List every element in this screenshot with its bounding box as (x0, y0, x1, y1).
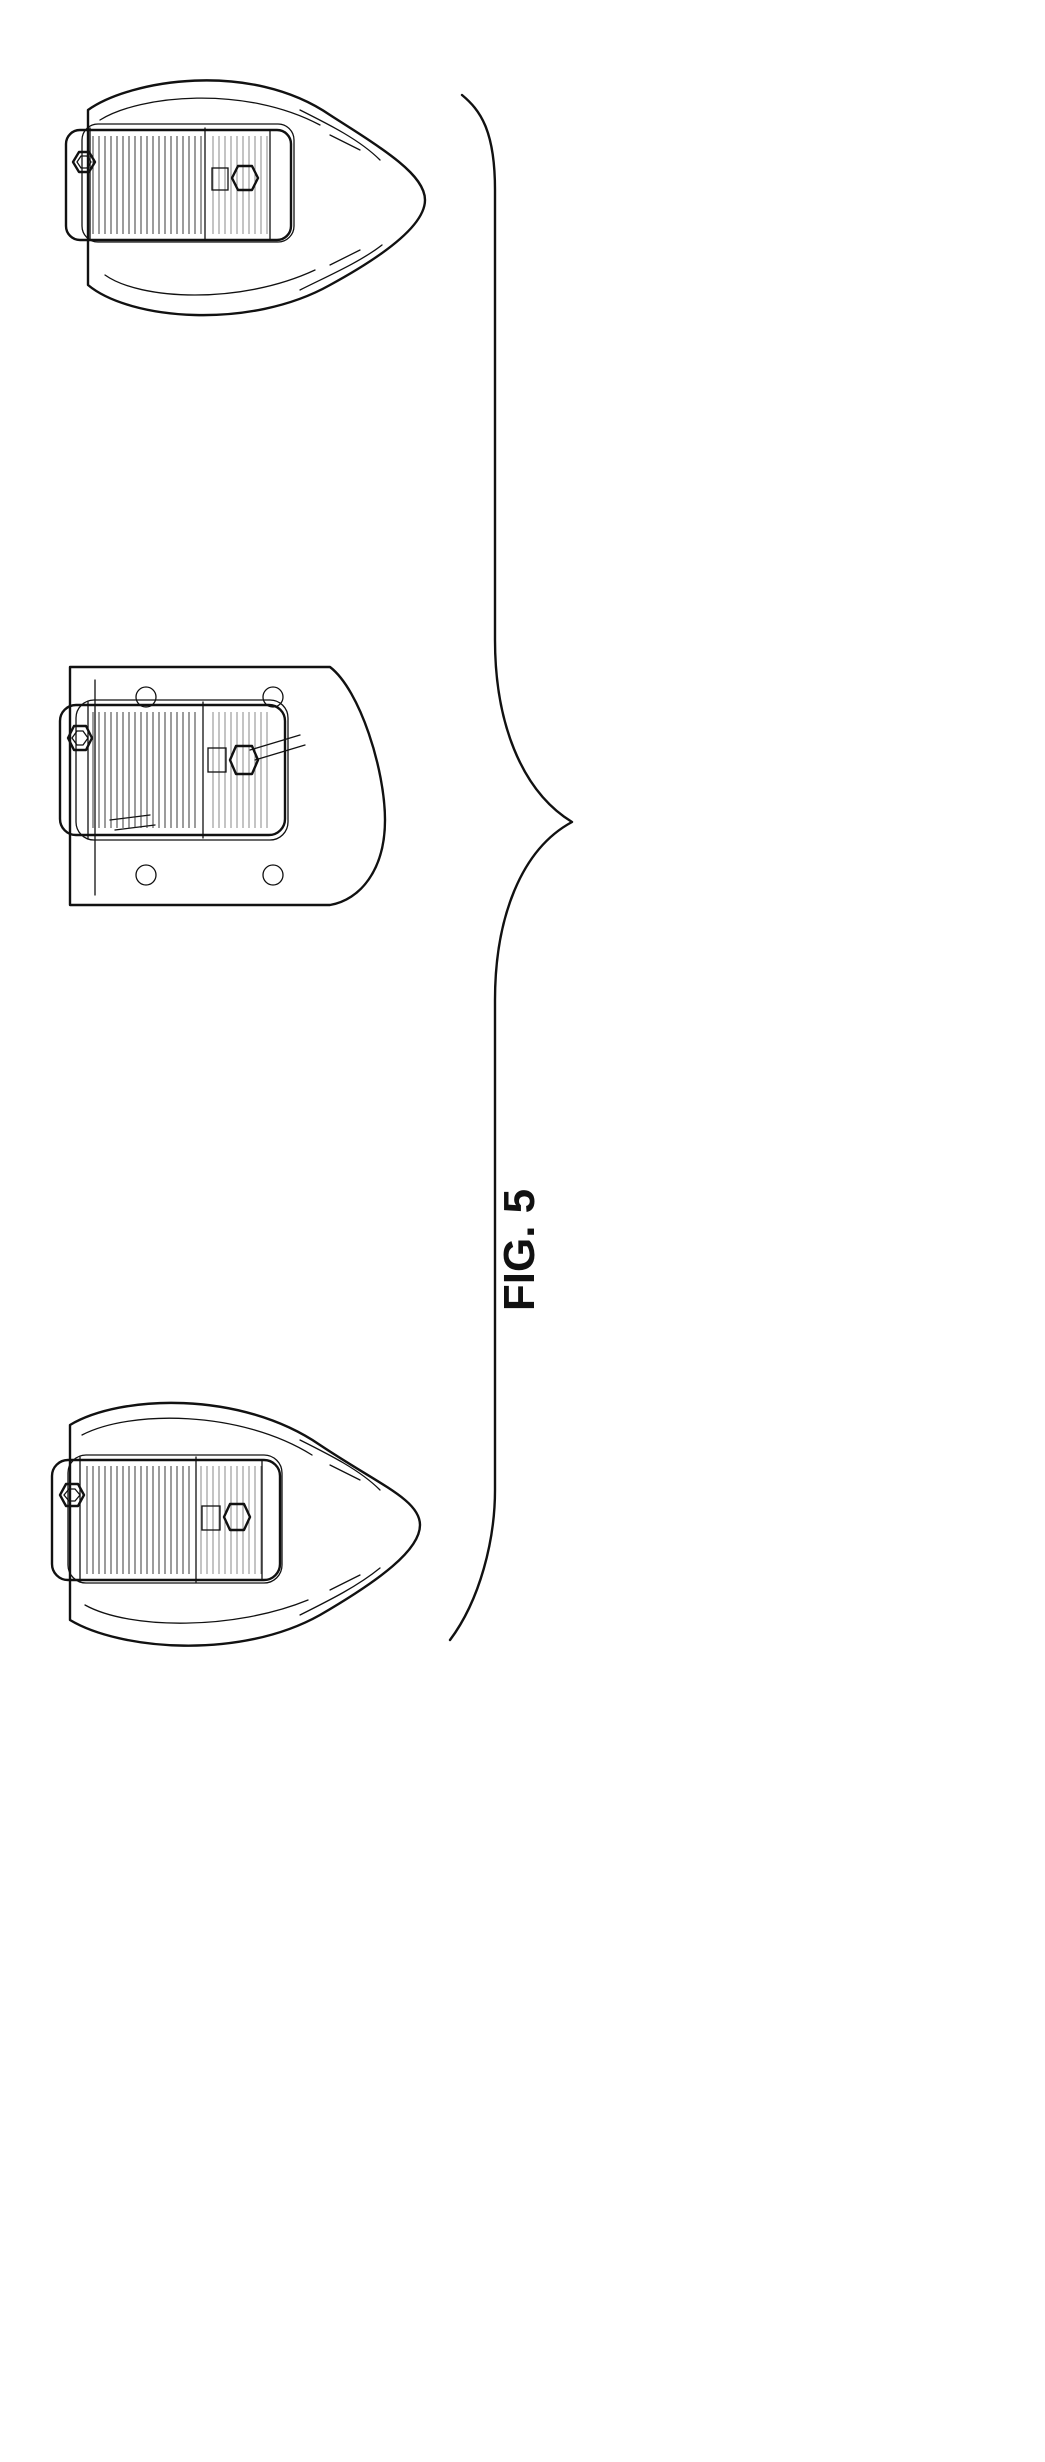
grouping-brace (450, 95, 572, 1640)
bottom-lamp-unit (52, 1455, 282, 1583)
figure-label: FIG. 5 (485, 1150, 555, 1350)
plate-hole-icon (263, 865, 283, 885)
middle-light-assembly (60, 667, 385, 905)
bottom-light-assembly (52, 1403, 420, 1646)
top-lamp-unit (66, 124, 294, 242)
top-light-assembly (66, 80, 425, 315)
middle-lamp-unit (60, 700, 288, 840)
plate-hole-icon (136, 865, 156, 885)
